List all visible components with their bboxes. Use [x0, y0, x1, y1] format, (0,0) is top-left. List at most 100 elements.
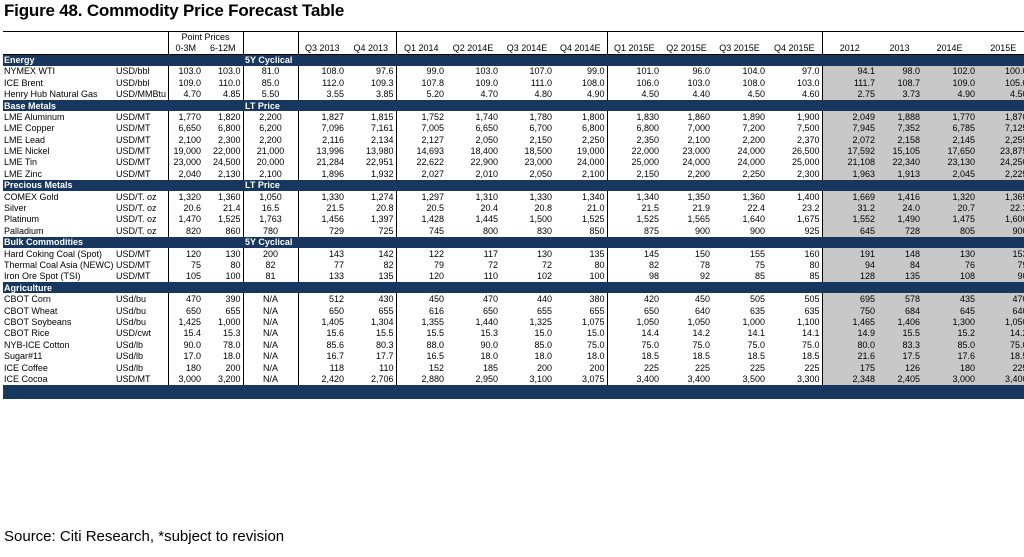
quarter-forecast-cell: 225 — [606, 361, 661, 374]
point-price-cell: 650 — [167, 304, 203, 317]
point-price-cell: 820 — [167, 225, 203, 237]
quarter-forecast-cell: 109.0 — [475, 77, 498, 88]
quarter-forecast-cell: 25,000 — [606, 156, 661, 169]
annual-value-cell: 1,416 — [877, 190, 922, 203]
quarter-forecast-cell: 75.0 — [801, 339, 820, 350]
point-price-cell: 100 — [225, 271, 241, 282]
annual-value-cell: 225 — [977, 361, 1024, 374]
annual-value-cell: 2,049 — [821, 111, 877, 123]
annual-value-cell: 1,300 — [922, 316, 977, 328]
quarter-forecast-cell: 135 — [589, 248, 605, 259]
quarter-forecast-cell: 18.0 — [534, 351, 552, 362]
quarter-forecast-cell: 1,400 — [796, 191, 820, 202]
quarter-forecast-cell: 72 — [541, 260, 552, 270]
section-price-basis: LT Price — [243, 179, 346, 191]
annual-value-cell: 75.0 — [977, 339, 1024, 351]
long-term-price-cell: 5.50 — [242, 88, 298, 100]
commodity-name: COMEX Gold — [4, 191, 59, 202]
col-header: 0-3M — [167, 42, 203, 55]
quarter-forecast-cell: 15.5 — [395, 327, 446, 340]
quarter-forecast-cell: 1,355 — [395, 316, 446, 328]
col-header: Q1 2014 — [395, 42, 446, 55]
quarter-forecast-cell: 15.0 — [586, 328, 605, 339]
quarter-forecast-cell: 160 — [804, 248, 820, 259]
quarter-forecast-cell: 75.0 — [586, 339, 605, 350]
quarter-forecast-cell: 1,896 — [297, 168, 346, 180]
quarter-forecast-cell: 18,400 — [470, 146, 498, 157]
quarter-forecast-cell: 97.6 — [375, 66, 394, 77]
quarter-forecast-cell: 2,706 — [370, 373, 394, 384]
point-price-cell: 105 — [167, 270, 203, 283]
table-row: COMEX Gold USD/T. oz 1,320 1,360 1,050 1,330 1… — [3, 190, 1024, 203]
table-row: ICE Brent USD/bbl 109.0 110.0 85.0 112.0 109.3… — [3, 77, 1024, 89]
quarter-forecast-cell: 13,980 — [365, 146, 394, 157]
quarter-forecast-cell: 2,200 — [742, 134, 765, 145]
quarter-forecast-cell: 729 — [297, 225, 346, 237]
annual-value-cell: 4.90 — [922, 88, 977, 100]
annual-value-cell: 2,225 — [977, 168, 1024, 180]
annual-value-cell: 14.9 — [821, 327, 877, 340]
annual-value-cell: 148 — [877, 247, 922, 260]
quarter-forecast-cell: 1,340 — [581, 191, 605, 202]
quarter-forecast-cell: 78 — [699, 260, 710, 270]
quarter-forecast-cell: 875 — [606, 225, 661, 237]
annual-value-cell: 1,913 — [877, 168, 922, 180]
annual-value-cell: 1,552 — [821, 213, 877, 226]
quarter-forecast-cell: 2,050 — [475, 134, 498, 145]
quarter-forecast-cell: 7,096 — [297, 122, 346, 135]
point-price-cell: 2,100 — [167, 134, 203, 146]
quarter-forecast-cell: 85.0 — [534, 339, 552, 350]
quarter-forecast-cell: 1,440 — [475, 316, 498, 327]
annual-value-cell: 1,050 — [977, 316, 1024, 328]
col-header: Q4 2014E — [554, 42, 607, 55]
table-footer-band — [3, 384, 1024, 399]
quarter-forecast-cell: 75.0 — [692, 339, 710, 350]
long-term-price-cell: 82 — [242, 259, 298, 271]
quarter-forecast-cell: 20.8 — [375, 203, 394, 214]
annual-value-cell: 2.75 — [821, 88, 877, 100]
unit-cell: USD/MMBtu — [116, 89, 167, 100]
quarter-forecast-cell: 1,330 — [529, 191, 552, 202]
annual-value-cell: 7,125 — [977, 122, 1024, 135]
quarter-forecast-cell: 4.60 — [801, 89, 820, 100]
quarter-forecast-cell: 200 — [589, 362, 605, 373]
commodity-name: Henry Hub Natural Gas — [4, 89, 98, 100]
point-prices-header: Point Prices — [167, 30, 243, 43]
quarter-forecast-cell: 225 — [804, 362, 820, 373]
quarter-forecast-cell: 1,050 — [606, 316, 661, 328]
quarter-forecast-cell: 24,000 — [576, 157, 605, 168]
long-term-price-cell: 81 — [242, 270, 298, 283]
quarter-forecast-cell: 25,000 — [791, 157, 820, 168]
col-header: 2013 — [877, 42, 922, 55]
annual-value-cell: 470 — [977, 293, 1024, 305]
point-price-cell: 20.6 — [167, 202, 203, 214]
commodity-name: LME Aluminum — [4, 111, 65, 122]
point-price-cell: 103.0 — [167, 65, 203, 78]
quarter-forecast-cell: 14.1 — [801, 328, 820, 339]
quarter-forecast-cell: 152 — [395, 361, 446, 374]
quarter-forecast-cell: 225 — [694, 362, 710, 373]
quarter-forecast-cell: 6,650 — [475, 123, 498, 134]
annual-value-cell: 578 — [877, 293, 922, 305]
quarter-forecast-cell: 1,800 — [581, 111, 605, 122]
point-price-cell: 22,000 — [212, 146, 241, 157]
quarter-forecast-cell: 2,200 — [687, 168, 710, 179]
quarter-forecast-cell: 800 — [482, 225, 498, 236]
quarter-forecast-cell: 1,525 — [581, 214, 605, 225]
table-row: LME Zinc USD/MT 2,040 2,130 2,100 1,896 1,932 2… — [3, 168, 1024, 180]
quarter-forecast-cell: 3.55 — [297, 88, 346, 100]
quarter-forecast-cell: 1,325 — [529, 316, 552, 327]
quarter-forecast-cell: 22.4 — [747, 203, 765, 214]
unit-cell: USd/bu — [116, 294, 147, 305]
quarter-forecast-cell: 75.0 — [606, 339, 661, 351]
quarter-forecast-cell: 20.8 — [534, 203, 552, 214]
quarter-forecast-cell: 107.0 — [529, 66, 552, 77]
quarter-forecast-cell: 130 — [536, 248, 552, 259]
quarter-forecast-cell: 2,880 — [395, 373, 446, 385]
quarter-forecast-cell: 7,000 — [687, 123, 710, 134]
col-header: Q2 2014E — [446, 42, 500, 55]
quarter-forecast-cell: 85 — [754, 271, 765, 282]
long-term-price-cell: 20,000 — [242, 156, 298, 169]
point-price-cell: 3,200 — [217, 373, 241, 384]
unit-cell: USD/MT — [116, 168, 151, 179]
